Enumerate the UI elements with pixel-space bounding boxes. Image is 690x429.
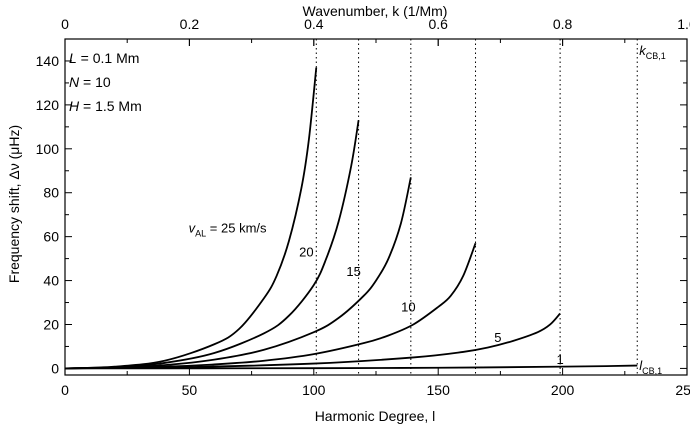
cutoff-label-bottom: lCB,1: [639, 358, 662, 376]
y-tick-label: 40: [43, 273, 59, 289]
y-tick-label: 100: [36, 141, 60, 157]
x-axis-bottom-title: Harmonic Degree, l: [315, 408, 436, 424]
parameter-label: N = 10: [69, 74, 111, 90]
series-label: 20: [299, 244, 313, 259]
y-tick-label: 80: [43, 185, 59, 201]
y-tick-label: 140: [36, 53, 60, 69]
curves-layer: [64, 67, 638, 370]
series-line: [64, 120, 360, 370]
cutoff-label-top: kCB,1: [639, 43, 666, 61]
labels-layer: vAL = 25 km/s 20 15 10 5 1 kCB,1 lCB,1: [189, 43, 666, 376]
x-tick-label: 150: [427, 382, 451, 398]
series-line: [64, 177, 412, 370]
plot-frame: [64, 38, 688, 376]
cutoff-lines-layer: [315, 39, 638, 375]
top-tick-label: 1.0: [677, 16, 690, 32]
top-tick-label: 0.6: [428, 16, 448, 32]
top-tick-label: 0.4: [304, 16, 324, 32]
top-tick-label: 0.2: [180, 16, 200, 32]
parameter-label: L = 0.1 Mm: [69, 50, 139, 66]
x-tick-label: 100: [302, 382, 326, 398]
series-label: 1: [556, 352, 563, 367]
series-line: [64, 67, 318, 370]
parameters-block: L = 0.1 Mm N = 10 H = 1.5 Mm: [69, 50, 142, 114]
x-tick-label: 0: [61, 382, 69, 398]
y-tick-label: 20: [43, 316, 59, 332]
series-line: [64, 364, 638, 370]
y-tick-label: 60: [43, 229, 59, 245]
y-axis-title: Frequency shift, Δν (μHz): [6, 125, 22, 283]
x-tick-label: 50: [182, 382, 198, 398]
x-tick-label: 200: [551, 382, 575, 398]
top-tick-label: 0: [61, 16, 69, 32]
series-label: 10: [401, 299, 415, 314]
parameter-label: H = 1.5 Mm: [69, 98, 142, 114]
x-axis-top-title: Wavenumber, k (1/Mm): [303, 3, 448, 19]
series-label: vAL = 25 km/s: [189, 220, 267, 238]
x-tick-label: 250: [675, 382, 690, 398]
series-line: [64, 312, 561, 370]
series-label: 15: [346, 264, 360, 279]
ticks-layer: 0 50 100 150 200 250 0 0.2 0.4 0.6 0.8 1.0 0 20 40 60 80…: [36, 16, 690, 398]
y-tick-label: 0: [51, 360, 59, 376]
series-line: [64, 242, 477, 370]
series-label: 5: [494, 330, 501, 345]
top-tick-label: 0.8: [553, 16, 573, 32]
y-tick-label: 120: [36, 97, 60, 113]
